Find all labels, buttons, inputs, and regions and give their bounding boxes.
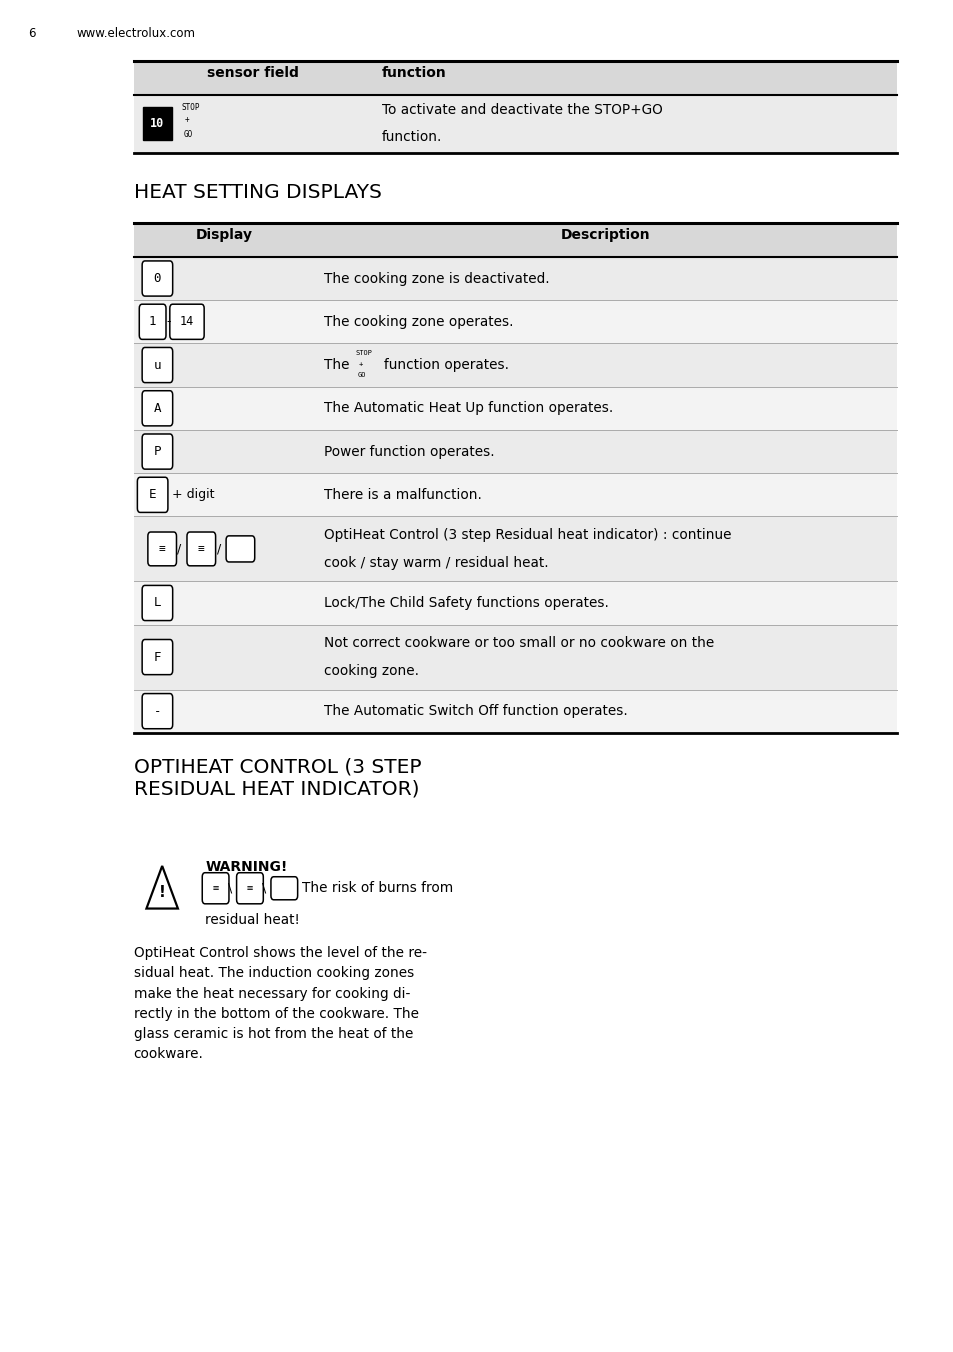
Bar <box>133 690 896 733</box>
Text: Power function operates.: Power function operates. <box>324 445 495 458</box>
Text: There is a malfunction.: There is a malfunction. <box>324 488 481 502</box>
Text: function.: function. <box>381 130 441 145</box>
FancyBboxPatch shape <box>137 477 168 512</box>
Text: www.electrolux.com: www.electrolux.com <box>76 27 195 41</box>
Text: sensor field: sensor field <box>207 66 298 80</box>
FancyBboxPatch shape <box>142 694 172 729</box>
FancyBboxPatch shape <box>143 108 172 141</box>
FancyBboxPatch shape <box>142 261 172 296</box>
Text: \: \ <box>228 882 232 895</box>
Text: P: P <box>153 445 161 458</box>
Text: Not correct cookware or too small or no cookware on the: Not correct cookware or too small or no … <box>324 637 714 650</box>
Bar <box>133 581 896 625</box>
Text: STOP: STOP <box>181 103 199 112</box>
Bar <box>133 343 896 387</box>
Bar <box>133 300 896 343</box>
FancyBboxPatch shape <box>226 535 254 562</box>
Text: /: / <box>177 542 181 556</box>
Text: A: A <box>153 402 161 415</box>
Text: The: The <box>324 358 350 372</box>
Text: ≡: ≡ <box>247 883 253 894</box>
FancyBboxPatch shape <box>187 533 215 566</box>
Text: OptiHeat Control (3 step Residual heat indicator) : continue: OptiHeat Control (3 step Residual heat i… <box>324 529 731 542</box>
Bar <box>133 95 896 153</box>
Text: +: + <box>185 115 190 124</box>
Bar <box>133 61 896 95</box>
Text: ≡: ≡ <box>213 883 218 894</box>
Text: WARNING!: WARNING! <box>205 860 287 873</box>
Text: ≡: ≡ <box>158 544 166 554</box>
Text: The cooking zone is deactivated.: The cooking zone is deactivated. <box>324 272 550 285</box>
Text: u: u <box>153 358 161 372</box>
Bar <box>133 625 896 690</box>
FancyBboxPatch shape <box>142 585 172 621</box>
Text: !: ! <box>158 884 166 900</box>
Text: function operates.: function operates. <box>383 358 508 372</box>
Text: 1: 1 <box>149 315 156 329</box>
Text: E: E <box>149 488 156 502</box>
Text: \: \ <box>262 882 266 895</box>
Text: The Automatic Heat Up function operates.: The Automatic Heat Up function operates. <box>324 402 613 415</box>
Bar <box>133 516 896 581</box>
FancyBboxPatch shape <box>271 876 297 900</box>
FancyBboxPatch shape <box>142 639 172 675</box>
Bar <box>133 473 896 516</box>
Text: The cooking zone operates.: The cooking zone operates. <box>324 315 514 329</box>
Text: 0: 0 <box>153 272 161 285</box>
Text: Lock/The Child Safety functions operates.: Lock/The Child Safety functions operates… <box>324 596 609 610</box>
Text: OPTIHEAT CONTROL (3 STEP
RESIDUAL HEAT INDICATOR): OPTIHEAT CONTROL (3 STEP RESIDUAL HEAT I… <box>133 757 420 799</box>
Text: 6: 6 <box>29 27 36 41</box>
Bar <box>133 223 896 257</box>
FancyBboxPatch shape <box>148 533 176 566</box>
Text: -: - <box>167 315 171 329</box>
Text: cooking zone.: cooking zone. <box>324 664 419 677</box>
Text: GO: GO <box>183 130 193 139</box>
Text: Display: Display <box>195 228 253 242</box>
Bar <box>133 257 896 300</box>
Text: HEAT SETTING DISPLAYS: HEAT SETTING DISPLAYS <box>133 183 381 201</box>
Text: ≡: ≡ <box>197 544 205 554</box>
Text: 10: 10 <box>151 118 164 130</box>
FancyBboxPatch shape <box>142 347 172 383</box>
FancyBboxPatch shape <box>170 304 204 339</box>
Text: -: - <box>153 704 161 718</box>
Text: The risk of burns from: The risk of burns from <box>302 882 454 895</box>
FancyBboxPatch shape <box>139 304 166 339</box>
Text: F: F <box>153 650 161 664</box>
FancyBboxPatch shape <box>202 873 229 904</box>
Text: To activate and deactivate the STOP+GO: To activate and deactivate the STOP+GO <box>381 103 661 118</box>
Text: residual heat!: residual heat! <box>205 913 299 926</box>
Text: OptiHeat Control shows the level of the re-
sidual heat. The induction cooking z: OptiHeat Control shows the level of the … <box>133 946 426 1061</box>
Text: The Automatic Switch Off function operates.: The Automatic Switch Off function operat… <box>324 704 627 718</box>
Text: Description: Description <box>560 228 650 242</box>
Bar <box>133 387 896 430</box>
Text: + digit: + digit <box>172 488 214 502</box>
Text: function: function <box>381 66 446 80</box>
Text: GO: GO <box>357 372 366 377</box>
Text: STOP: STOP <box>355 350 373 356</box>
FancyBboxPatch shape <box>142 391 172 426</box>
FancyBboxPatch shape <box>142 434 172 469</box>
Text: 14: 14 <box>180 315 193 329</box>
Text: cook / stay warm / residual heat.: cook / stay warm / residual heat. <box>324 556 548 569</box>
Text: L: L <box>153 596 161 610</box>
Bar <box>133 430 896 473</box>
Text: /: / <box>216 542 220 556</box>
Text: +: + <box>358 361 362 366</box>
FancyBboxPatch shape <box>236 873 263 904</box>
